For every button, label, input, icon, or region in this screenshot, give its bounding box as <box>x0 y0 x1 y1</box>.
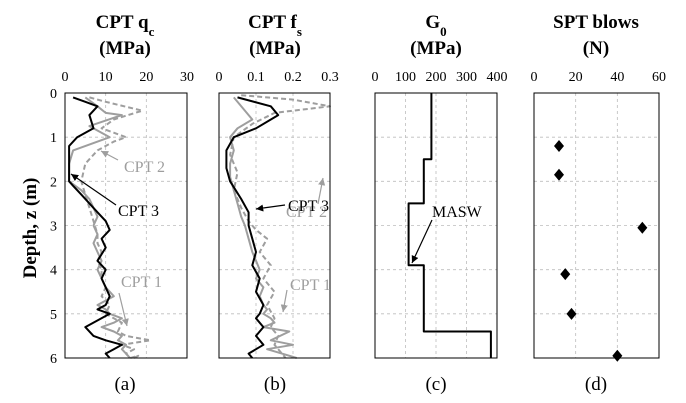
panel-cpt-qc: CPT qc (MPa) (a) 0 10 20 30 CPT 2 CPT 3 CPT 1 <box>62 12 195 395</box>
annotation-label: MASW <box>432 204 483 221</box>
x-tick-label: 200 <box>426 70 447 85</box>
y-tick-label: 0 <box>50 87 57 102</box>
x-tick-label: 400 <box>487 70 508 85</box>
series-line-cpt-1 <box>229 96 297 359</box>
x-tick-label: 100 <box>395 70 416 85</box>
spt-point <box>554 140 564 152</box>
annotation-arrow <box>255 204 286 212</box>
panel-label-a: (a) <box>114 374 135 395</box>
spt-point <box>566 307 577 320</box>
panel-title-spt-line2: (N) <box>583 38 609 59</box>
x-tick-label: 0.1 <box>247 70 265 85</box>
annotation-arrow <box>118 292 129 327</box>
spt-point <box>612 349 623 362</box>
annotation-label: CPT 2 <box>286 204 327 221</box>
plot-frame <box>218 92 331 359</box>
annotation-arrow <box>280 289 288 313</box>
y-tick-label: 3 <box>50 220 57 235</box>
y-axis-label: Depth, z (m) <box>20 178 41 279</box>
panel-label-d: (d) <box>585 374 607 395</box>
x-tick-label: 20 <box>139 70 153 85</box>
x-tick-label: 0.3 <box>321 70 339 85</box>
annotation-arrow <box>70 173 117 206</box>
x-tick-label: 300 <box>456 70 477 85</box>
panel-title-qc-line2: (MPa) <box>99 38 151 59</box>
x-tick-label: 20 <box>569 70 583 85</box>
x-tick-label: 0 <box>372 70 379 85</box>
plot-frame <box>64 92 188 359</box>
y-tick-label: 5 <box>50 308 57 323</box>
y-tick-label: 6 <box>50 352 57 367</box>
y-tick-label: 4 <box>50 264 57 279</box>
annotation-label: CPT 3 <box>288 198 329 215</box>
panel-title-fs-line2: (MPa) <box>249 38 301 59</box>
annotation-label: CPT 3 <box>118 203 159 220</box>
spt-point <box>637 221 648 234</box>
panel-label-b: (b) <box>264 374 286 395</box>
x-tick-label: 30 <box>180 70 194 85</box>
panel-label-c: (c) <box>425 374 446 395</box>
panel-title-g0-line2: (MPa) <box>410 38 462 59</box>
x-tick-label: 0 <box>531 70 538 85</box>
series-line-cpt-3 <box>225 96 280 359</box>
annotation-arrow <box>411 219 433 264</box>
annotation-arrow <box>317 177 326 205</box>
x-tick-label: 0.2 <box>284 70 302 85</box>
series-line-cpt-2 <box>80 96 152 359</box>
x-tick-label: 60 <box>652 70 666 85</box>
panel-title-g0-line1: G0 <box>425 12 446 39</box>
panel-g0: G0 (MPa) (c) 0 100 200 300 400 MASW <box>372 12 508 395</box>
series-line-cpt-3 <box>68 96 123 359</box>
y-tick-label: 1 <box>50 131 57 146</box>
x-tick-label: 0 <box>62 70 69 85</box>
x-tick-label: 40 <box>610 70 624 85</box>
plot-frame <box>533 92 660 359</box>
annotation-label: CPT 1 <box>290 277 331 294</box>
annotation-label: CPT 1 <box>121 274 162 291</box>
panel-spt: SPT blows (N) (d) 0 20 40 60 <box>531 12 667 395</box>
panel-title-spt-line1: SPT blows <box>553 12 639 33</box>
x-tick-label: 10 <box>99 70 113 85</box>
annotation-arrow <box>100 150 119 161</box>
series-line-masw <box>407 93 492 358</box>
y-tick-label: 2 <box>50 175 57 190</box>
spt-point <box>554 168 564 181</box>
panel-title-qc-line1: CPT qc <box>96 12 155 39</box>
spt-point <box>560 268 571 281</box>
x-tick-label: 0 <box>216 70 223 85</box>
series-line-cpt-1 <box>68 96 131 359</box>
annotation-label: CPT 2 <box>124 159 165 176</box>
panel-title-fs-line1: CPT fs <box>248 12 302 39</box>
plot-frame <box>374 92 498 359</box>
